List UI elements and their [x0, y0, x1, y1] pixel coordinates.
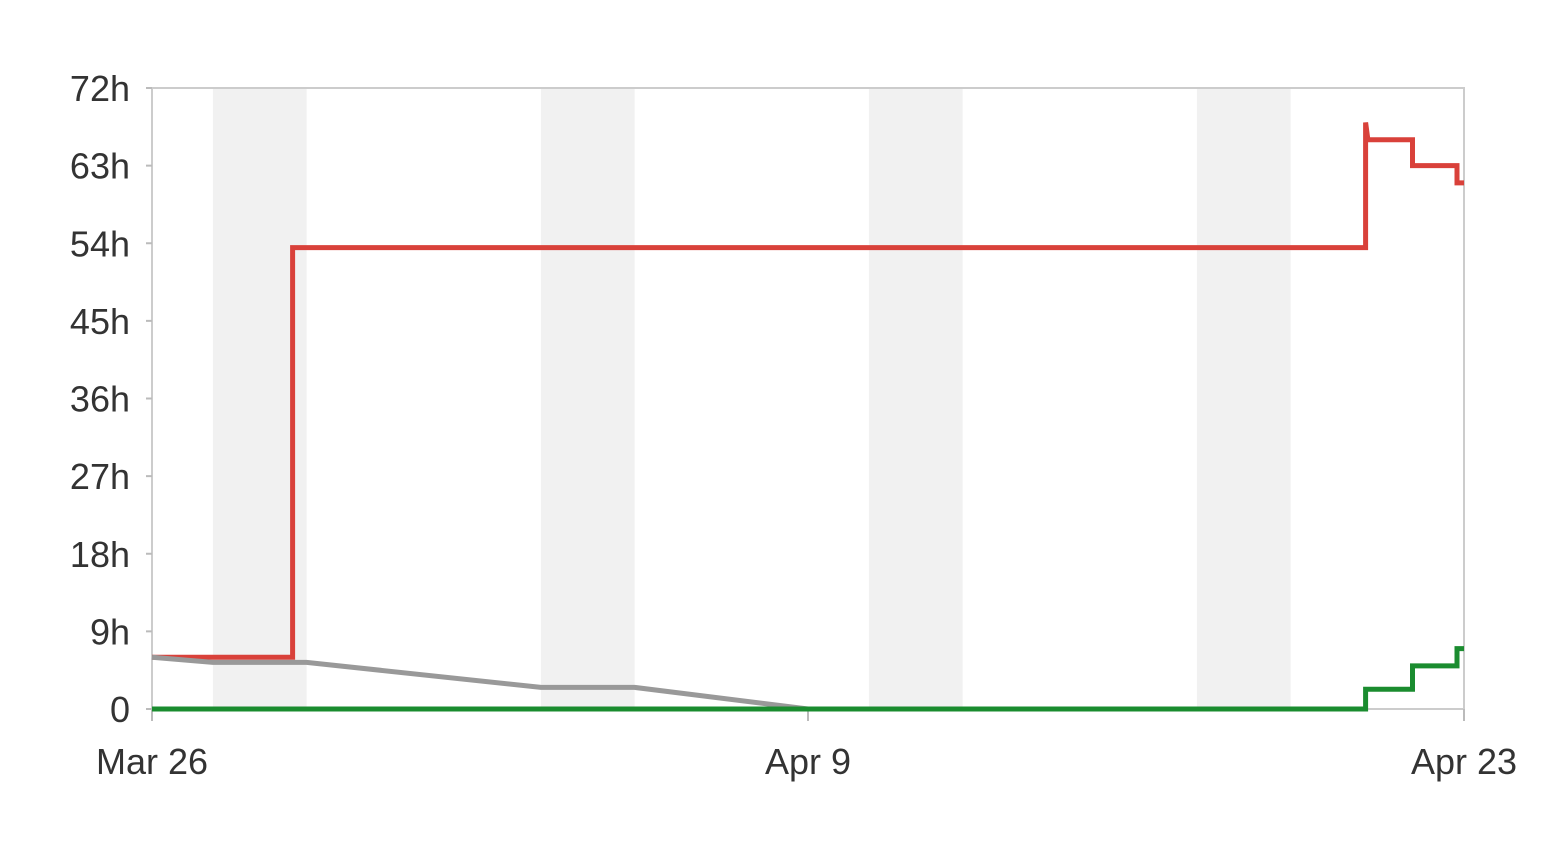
x-tick-label: Mar 26	[96, 741, 208, 782]
series-line-1	[151, 654, 809, 712]
y-tick-label: 54h	[70, 223, 130, 264]
y-tick-label: 45h	[70, 301, 130, 342]
weekend-bands	[212, 88, 1291, 709]
weekend-band	[540, 88, 635, 709]
x-axis: Mar 26 Apr 9 Apr 23	[96, 709, 1517, 782]
y-tick-label: 9h	[90, 611, 130, 652]
series-lines	[151, 122, 1464, 712]
y-tick-label: 63h	[70, 146, 130, 187]
weekend-band	[868, 88, 963, 709]
x-tick-label: Apr 9	[765, 741, 851, 782]
y-tick-label: 27h	[70, 456, 130, 497]
y-tick-label: 0	[110, 689, 130, 730]
y-tick-label: 18h	[70, 534, 130, 575]
series-line-0	[152, 122, 1464, 660]
y-tick-label: 36h	[70, 379, 130, 420]
series-line-2	[152, 646, 1464, 712]
x-tick-label: Apr 23	[1411, 741, 1517, 782]
y-tick-label: 72h	[70, 68, 130, 109]
y-axis: 0 9h 18h 27h 36h 45h 54h 63h 72h	[70, 68, 152, 730]
weekend-band	[1196, 88, 1291, 709]
